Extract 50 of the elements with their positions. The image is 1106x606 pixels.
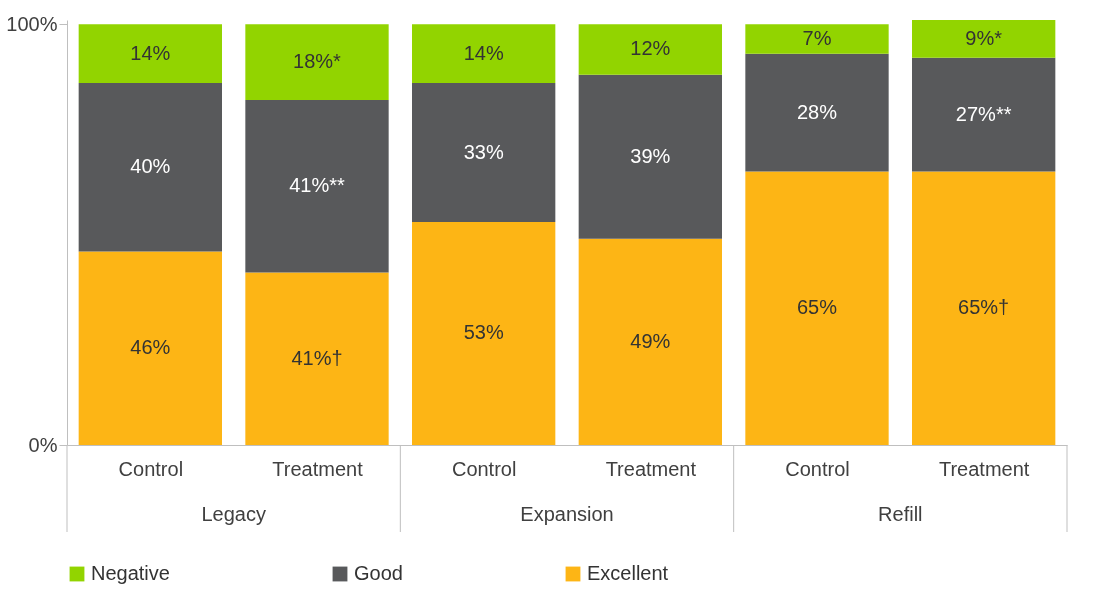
text: Legacy bbox=[201, 503, 266, 525]
bar bbox=[912, 57, 1056, 172]
bar bbox=[912, 20, 1056, 58]
bar bbox=[578, 24, 722, 75]
bar bbox=[745, 171, 889, 445]
bar bbox=[745, 53, 889, 172]
data-label: 18%* bbox=[293, 50, 342, 73]
text: Refill bbox=[878, 503, 923, 525]
data-label: 33% bbox=[463, 140, 504, 163]
data-label: 39% bbox=[630, 144, 671, 167]
bar bbox=[578, 238, 722, 445]
data-label: 46% bbox=[130, 336, 171, 359]
bar bbox=[245, 24, 389, 100]
bar bbox=[412, 24, 556, 84]
x-tick-label: Control bbox=[451, 457, 517, 480]
bar bbox=[78, 83, 222, 252]
x-tick-label: Control bbox=[785, 457, 850, 480]
y-tick-label: 100% bbox=[6, 12, 58, 35]
bar bbox=[78, 24, 222, 84]
data-label: 7% bbox=[802, 26, 832, 49]
bar bbox=[912, 171, 1056, 445]
x-tick-label: Treatment bbox=[272, 457, 364, 480]
x-tick-label: Treatment bbox=[938, 457, 1030, 480]
bar bbox=[412, 83, 556, 222]
text: Expansion bbox=[520, 503, 614, 525]
bar bbox=[245, 272, 389, 445]
bar bbox=[78, 251, 222, 445]
bar bbox=[578, 74, 722, 239]
legend-label: Good bbox=[354, 562, 403, 584]
data-label: 65% bbox=[796, 296, 838, 319]
data-label: 14% bbox=[463, 41, 504, 64]
y-tick-label: 0% bbox=[28, 433, 58, 456]
x-tick-label: Control bbox=[118, 457, 184, 480]
bar bbox=[412, 221, 556, 445]
data-label: 49% bbox=[630, 329, 671, 352]
data-label: 9%* bbox=[965, 26, 1003, 49]
bar bbox=[745, 24, 889, 54]
data-label: 27%** bbox=[955, 102, 1012, 125]
data-label: 41%† bbox=[291, 346, 343, 369]
data-label: 12% bbox=[630, 37, 671, 60]
legend-label: Excellent bbox=[587, 562, 669, 584]
data-label: 40% bbox=[130, 155, 171, 178]
legend-label: Negative bbox=[91, 562, 170, 584]
data-label: 53% bbox=[463, 321, 504, 344]
data-label: 65%† bbox=[958, 296, 1010, 319]
x-tick-label: Treatment bbox=[605, 457, 697, 480]
data-label: 14% bbox=[130, 41, 171, 64]
bar bbox=[245, 99, 389, 273]
data-label: 41%** bbox=[289, 174, 346, 197]
data-label: 28% bbox=[796, 100, 838, 123]
